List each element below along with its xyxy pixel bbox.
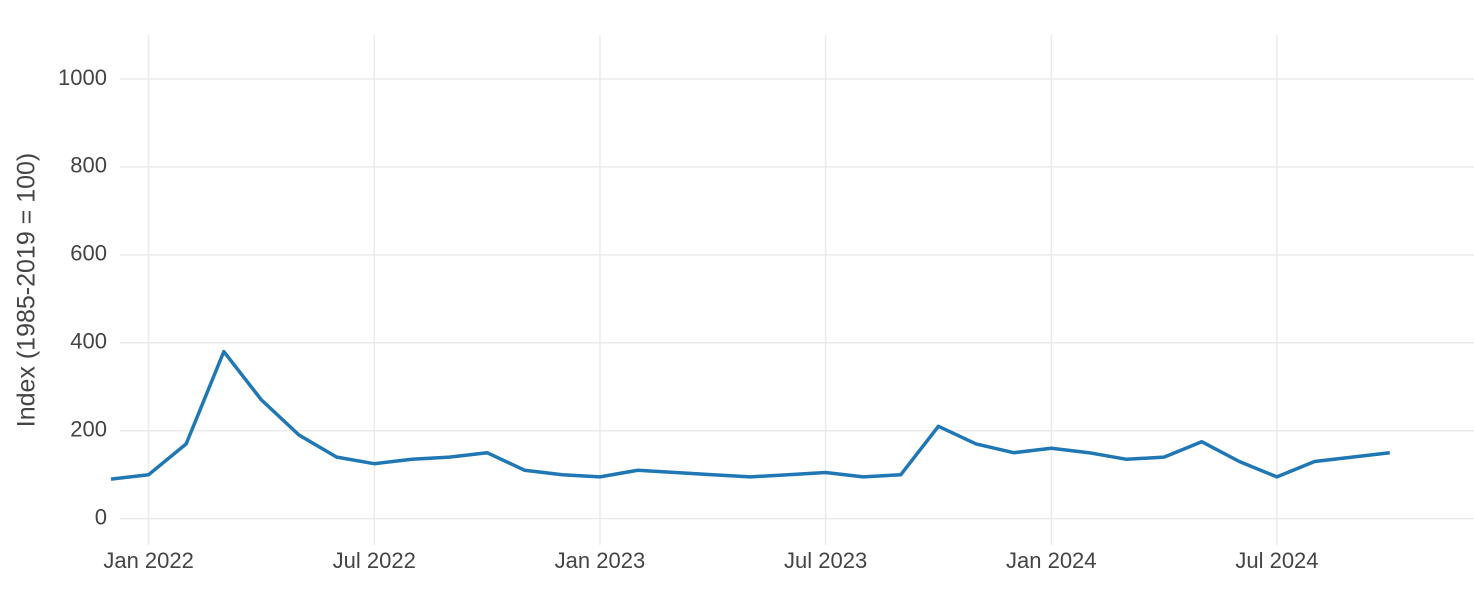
y-tick-label: 200: [70, 417, 107, 442]
data-line: [110, 349, 1391, 481]
x-tick-label: Jul 2023: [784, 548, 867, 573]
x-tick-label: Jan 2024: [1006, 548, 1097, 573]
y-tick-label: 800: [70, 153, 107, 178]
x-tick-label: Jul 2024: [1235, 548, 1318, 573]
x-tick-label: Jan 2022: [103, 548, 194, 573]
y-axis-title: Index (1985-2019 = 100): [13, 153, 41, 428]
x-tick-label: Jul 2022: [333, 548, 416, 573]
y-tick-label: 600: [70, 241, 107, 266]
y-tick-label: 1000: [58, 65, 107, 90]
y-tick-label: 0: [95, 504, 107, 529]
y-tick-label: 400: [70, 329, 107, 354]
x-tick-label: Jan 2023: [555, 548, 646, 573]
